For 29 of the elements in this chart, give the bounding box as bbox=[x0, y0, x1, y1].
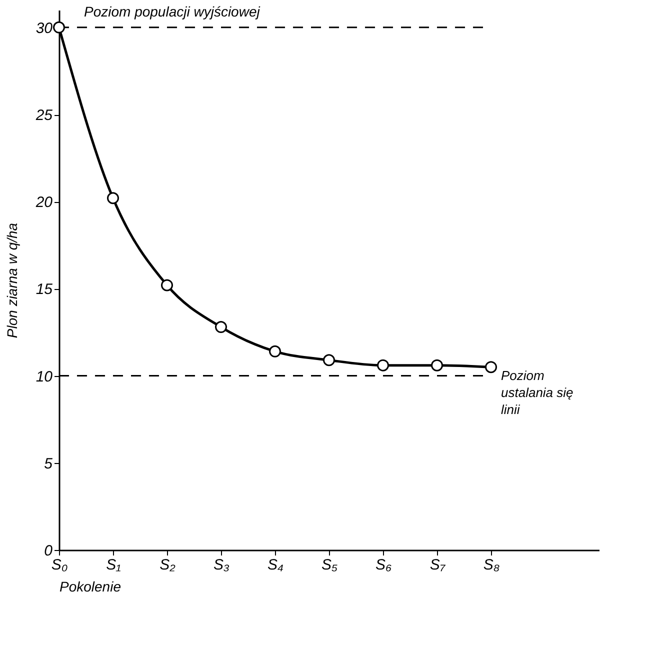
point bbox=[53, 21, 65, 34]
y-axis-title: Plon ziarna w q/ha bbox=[4, 222, 20, 338]
x-tick-label: S₀ bbox=[51, 556, 68, 574]
point bbox=[377, 359, 389, 372]
y-tick-label: 20 bbox=[34, 194, 54, 212]
y-tick-label: 0 bbox=[44, 542, 54, 560]
point bbox=[431, 359, 443, 372]
point bbox=[161, 279, 173, 292]
point bbox=[269, 345, 281, 358]
x-tick-label: S₂ bbox=[160, 556, 176, 574]
y-tick-label: 30 bbox=[36, 20, 54, 37]
point bbox=[323, 354, 335, 366]
x-tick-label: S₅ bbox=[321, 556, 338, 574]
y-tick-label: 15 bbox=[36, 281, 54, 298]
x-tick-label: S₆ bbox=[375, 556, 392, 574]
y-tick-label: 10 bbox=[36, 368, 54, 386]
ref-line-label: Poziom ustalania się linii bbox=[501, 368, 574, 417]
x-tick-label: S₈ bbox=[483, 556, 500, 574]
point bbox=[215, 321, 227, 334]
y-tick-label: 25 bbox=[34, 107, 54, 124]
point bbox=[107, 192, 119, 204]
ref-line-label: Poziom populacji wyjściowej bbox=[84, 3, 261, 20]
x-tick-label: S₃ bbox=[214, 556, 230, 574]
y-tick-label: 5 bbox=[44, 455, 54, 472]
x-tick-label: S₄ bbox=[267, 556, 284, 574]
x-tick-label: S₁ bbox=[106, 556, 122, 574]
x-axis-title: Pokolenie bbox=[60, 578, 122, 594]
point bbox=[485, 361, 497, 374]
x-tick-label: S₇ bbox=[430, 556, 446, 574]
